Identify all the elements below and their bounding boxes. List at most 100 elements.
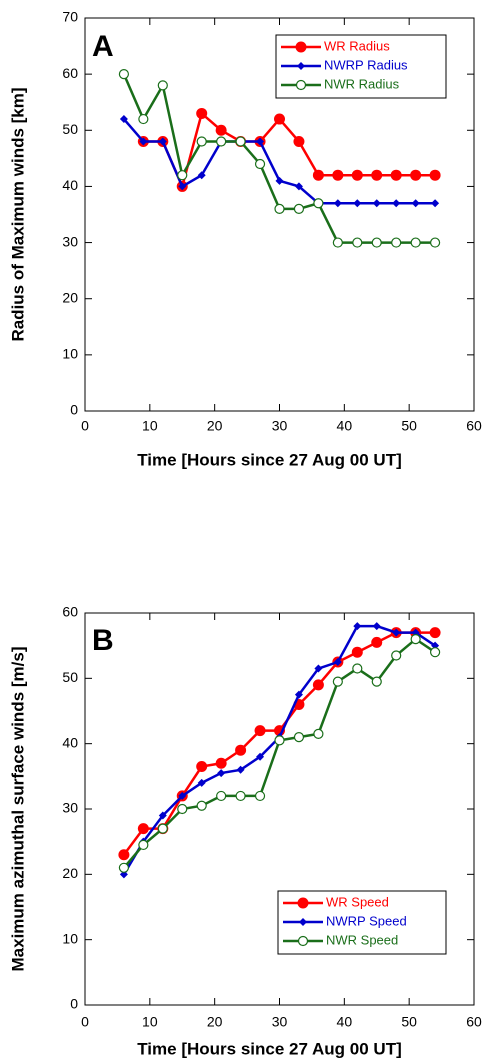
marker: [118, 69, 130, 80]
legend-label: WR Radius: [324, 38, 390, 53]
series-line: [143, 111, 436, 191]
marker: [430, 647, 441, 658]
x-tick-label: 30: [272, 418, 288, 434]
marker: [294, 182, 303, 191]
marker: [217, 769, 226, 778]
x-tick-label: 20: [207, 418, 223, 434]
marker: [314, 664, 323, 673]
marker: [332, 169, 344, 181]
x-tick-label: 60: [466, 1014, 482, 1030]
y-tick-label: 30: [62, 800, 78, 816]
y-tick-label: 10: [62, 346, 78, 362]
marker: [312, 169, 324, 181]
legend-label: NWRP Speed: [326, 913, 407, 928]
series-line: [122, 624, 436, 875]
panel-label: B: [92, 624, 114, 657]
marker: [215, 124, 227, 136]
marker: [371, 237, 382, 248]
marker: [157, 80, 168, 91]
marker: [137, 823, 149, 835]
y-tick-label: 20: [62, 289, 78, 305]
x-tick-label: 10: [142, 1014, 158, 1030]
marker: [178, 791, 187, 800]
marker: [197, 171, 206, 180]
marker: [392, 199, 401, 208]
marker: [351, 646, 363, 658]
legend-marker: [297, 897, 309, 909]
x-tick-label: 10: [142, 418, 158, 434]
legend-marker: [297, 935, 309, 947]
marker: [294, 690, 303, 699]
marker: [139, 137, 148, 146]
x-axis-label: Time [Hours since 27 Aug 00 UT]: [137, 1039, 402, 1058]
marker: [254, 725, 266, 737]
marker: [372, 622, 381, 631]
legend-marker: [297, 62, 305, 70]
y-tick-label: 0: [70, 996, 78, 1012]
marker: [256, 752, 265, 761]
x-tick-label: 0: [81, 418, 89, 434]
marker: [430, 237, 441, 248]
marker: [352, 663, 363, 674]
marker: [138, 113, 149, 125]
marker: [410, 634, 421, 645]
y-tick-label: 70: [62, 9, 78, 25]
y-tick-label: 30: [62, 233, 78, 249]
marker: [118, 862, 130, 873]
marker: [158, 811, 167, 820]
marker: [119, 115, 128, 124]
marker: [429, 627, 441, 639]
y-tick-label: 20: [62, 865, 78, 881]
marker: [254, 790, 266, 802]
marker: [390, 169, 402, 181]
y-tick-label: 50: [62, 121, 78, 137]
x-tick-label: 50: [401, 418, 417, 434]
legend-label: NWR Speed: [326, 932, 398, 947]
x-tick-label: 50: [401, 1014, 417, 1030]
marker: [313, 198, 324, 209]
marker: [391, 237, 402, 248]
legend-marker: [295, 79, 307, 91]
marker: [275, 176, 284, 185]
x-tick-label: 60: [466, 418, 482, 434]
y-tick-label: 60: [62, 604, 78, 620]
marker: [353, 199, 362, 208]
marker: [333, 199, 342, 208]
marker: [178, 182, 187, 191]
marker: [410, 169, 422, 181]
y-axis-label: Maximum azimuthal surface winds [m/s]: [8, 647, 27, 972]
marker: [392, 628, 401, 637]
marker: [431, 199, 440, 208]
legend-label: NWRP Radius: [324, 57, 408, 72]
x-tick-label: 40: [337, 418, 353, 434]
marker: [196, 136, 207, 147]
marker: [177, 170, 188, 181]
marker: [353, 622, 362, 631]
marker: [293, 732, 305, 743]
marker: [332, 237, 343, 248]
series-line: [122, 637, 436, 869]
marker: [196, 761, 208, 773]
legend-marker: [295, 41, 307, 53]
y-tick-label: 40: [62, 734, 78, 750]
y-tick-label: 0: [70, 402, 78, 418]
y-tick-label: 40: [62, 177, 78, 193]
x-tick-label: 30: [272, 1014, 288, 1030]
legend-label: WR Speed: [326, 894, 389, 909]
marker: [235, 790, 246, 802]
x-axis-label: Time [Hours since 27 Aug 00 UT]: [137, 450, 402, 469]
marker: [177, 803, 188, 815]
marker: [372, 199, 381, 208]
marker: [371, 636, 383, 648]
marker: [274, 735, 285, 746]
marker: [352, 237, 363, 248]
marker: [333, 658, 342, 666]
x-tick-label: 0: [81, 1014, 89, 1030]
marker: [236, 765, 245, 774]
marker: [332, 676, 343, 687]
marker: [371, 676, 382, 687]
legend-label: NWR Radius: [324, 76, 400, 91]
legend-marker: [299, 918, 307, 926]
marker: [235, 136, 246, 147]
